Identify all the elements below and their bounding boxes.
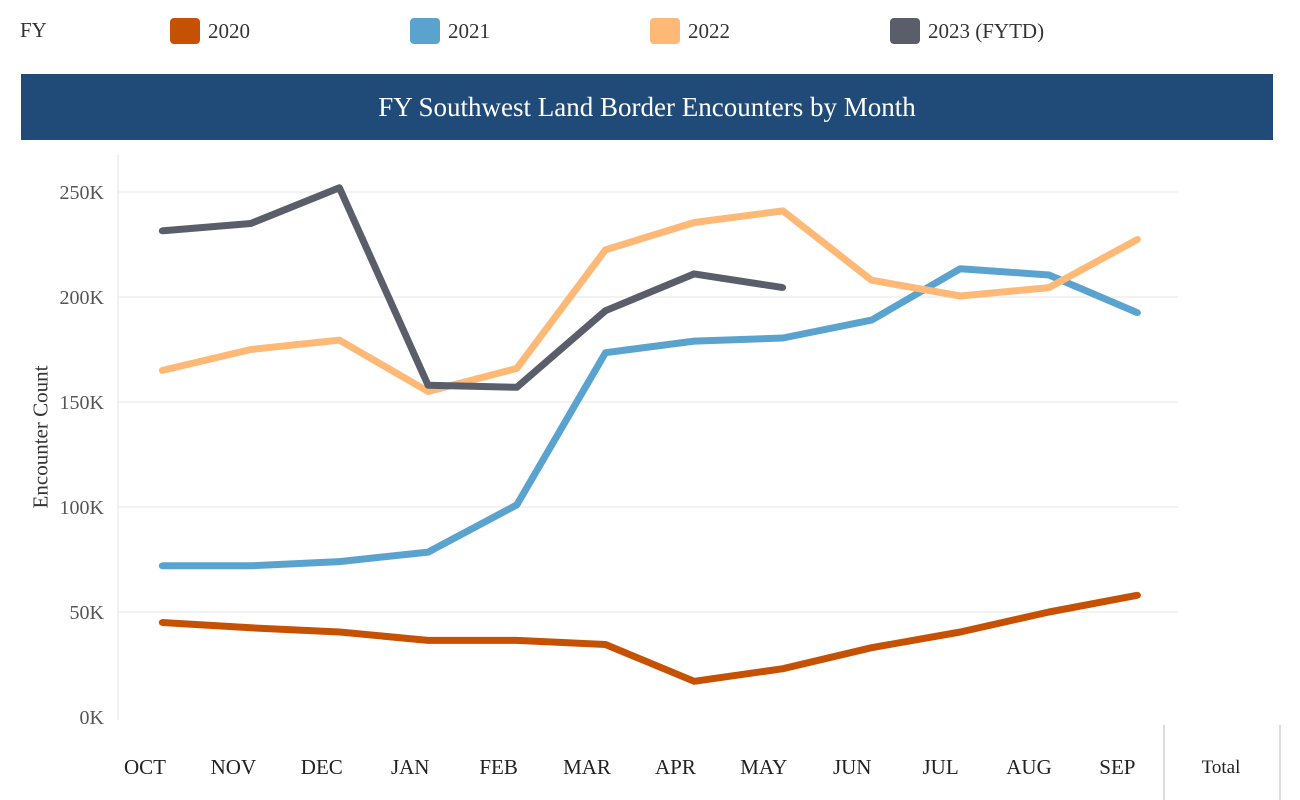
series-line-2023 [161, 184, 784, 391]
data-point-2022 [602, 246, 609, 253]
y-tick-label: 0K [80, 707, 105, 729]
legend-label-2021: 2021 [448, 18, 490, 43]
y-tick-label: 250K [60, 182, 105, 204]
data-point-2021 [247, 562, 254, 569]
data-point-2022 [691, 219, 698, 226]
data-point-2022 [1134, 236, 1141, 243]
legend-item-2022[interactable]: 2022 [650, 16, 730, 46]
data-point-2023 [424, 382, 432, 389]
total-column-label: Total [1202, 757, 1241, 778]
data-point-2023 [158, 227, 166, 235]
y-tick-label: 50K [70, 602, 105, 624]
data-point-2022 [424, 388, 432, 395]
series-line-2020 [161, 591, 1139, 685]
data-point-2020 [691, 678, 698, 685]
data-point-2020 [1045, 608, 1053, 616]
data-point-2023 [247, 220, 254, 227]
data-point-2022 [158, 367, 166, 374]
y-tick-label: 150K [60, 392, 105, 414]
data-point-2022 [336, 336, 343, 344]
series-line-2021 [162, 265, 1140, 570]
legend-swatch-2020 [170, 18, 200, 44]
x-tick-label: OCT [124, 755, 166, 779]
x-tick-label: JAN [391, 755, 430, 779]
data-point-2022 [868, 277, 875, 284]
legend-swatch-2023 [890, 18, 920, 44]
legend-swatch-2021 [410, 18, 440, 44]
data-point-2022 [779, 207, 787, 215]
data-point-2020 [779, 665, 787, 672]
x-tick-label: APR [655, 755, 696, 779]
data-point-2023 [691, 270, 698, 278]
legend-label-2023: 2023 (FYTD) [928, 18, 1045, 43]
data-point-2021 [336, 558, 343, 565]
chart-title-bar: FY Southwest Land Border Encounters by M… [21, 74, 1273, 140]
legend: FY 2020 2021 2022 2023 (FYTD) [0, 10, 1300, 50]
x-tick-label: MAR [563, 755, 611, 779]
data-point-2020 [336, 628, 343, 636]
data-point-2021 [602, 349, 609, 356]
chart-title: FY Southwest Land Border Encounters by M… [378, 91, 916, 122]
series-line-2022 [161, 207, 1140, 395]
x-tick-label: JUN [833, 755, 872, 779]
data-point-2020 [957, 628, 964, 636]
data-point-2023 [336, 184, 343, 191]
x-tick-label: FEB [479, 755, 518, 779]
data-point-2020 [513, 637, 520, 644]
x-tick-label: AUG [1006, 755, 1052, 779]
data-point-2022 [1045, 284, 1053, 291]
x-tick-label: MAY [740, 755, 787, 779]
data-point-2023 [779, 284, 787, 291]
data-point-2021 [1134, 309, 1141, 316]
data-point-2020 [247, 624, 254, 631]
x-tick-label: DEC [301, 755, 343, 779]
legend-item-2023[interactable]: 2023 (FYTD) [890, 16, 1044, 46]
data-point-2020 [602, 641, 609, 648]
data-point-2023 [602, 307, 609, 314]
x-tick-label: SEP [1099, 755, 1135, 779]
data-point-2020 [1134, 592, 1141, 599]
data-point-2022 [513, 365, 520, 372]
y-tick-label: 200K [60, 287, 105, 309]
data-point-2022 [247, 346, 254, 353]
legend-label-2020: 2020 [208, 18, 250, 43]
legend-item-2021[interactable]: 2021 [410, 16, 490, 46]
x-tick-label: NOV [211, 755, 257, 779]
x-tick-label: JUL [923, 755, 959, 779]
data-point-2020 [158, 619, 166, 626]
data-point-2021 [779, 334, 787, 342]
data-point-2021 [1045, 271, 1053, 279]
legend-label-2022: 2022 [688, 18, 730, 43]
legend-item-2020[interactable]: 2020 [170, 16, 250, 46]
data-point-2022 [957, 292, 964, 300]
y-tick-label: 100K [60, 497, 105, 519]
data-point-2021 [691, 337, 698, 345]
data-point-2020 [868, 644, 875, 651]
legend-title: FY [20, 18, 47, 42]
data-point-2021 [868, 316, 875, 324]
data-point-2021 [513, 501, 520, 509]
legend-swatch-2022 [650, 18, 680, 44]
data-point-2023 [513, 384, 520, 391]
data-point-2021 [957, 265, 964, 272]
data-point-2020 [424, 637, 432, 644]
data-point-2021 [424, 548, 432, 556]
data-point-2021 [158, 562, 166, 569]
